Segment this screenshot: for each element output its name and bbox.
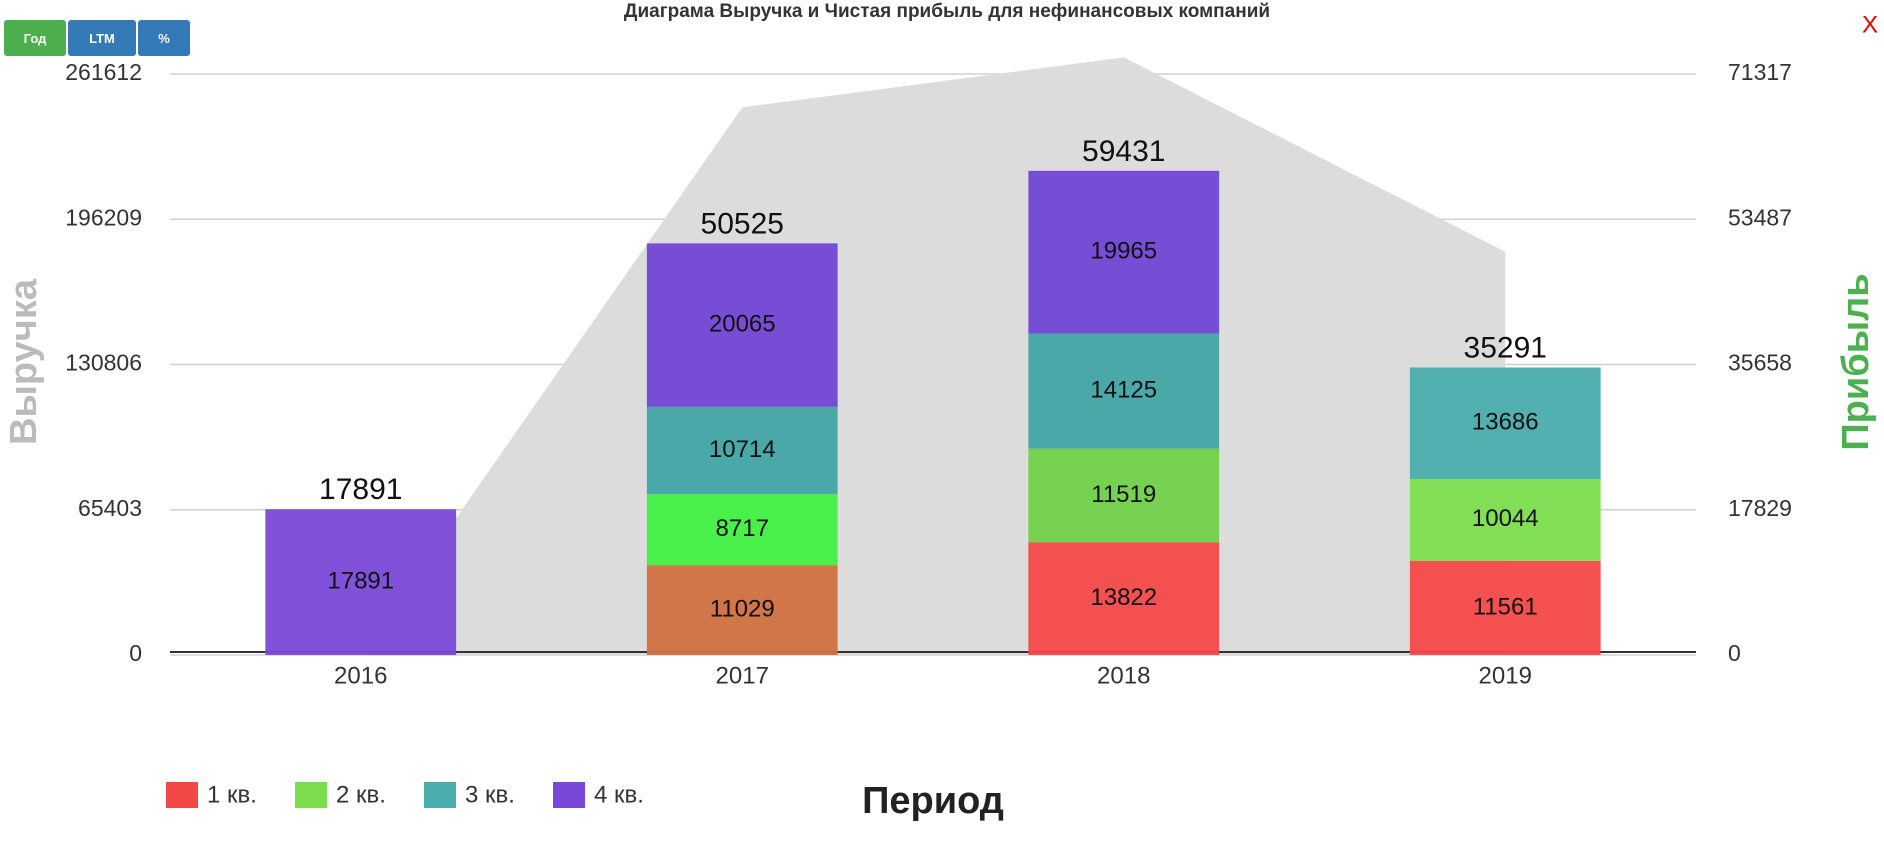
legend-swatch: [424, 782, 456, 808]
total-label: 17891: [319, 473, 402, 506]
segment-label: 17891: [327, 567, 394, 594]
segment-label: 14125: [1090, 376, 1157, 403]
segment-label: 19965: [1090, 238, 1157, 265]
bar-segment: [646, 243, 838, 407]
segment-label: 10044: [1472, 505, 1539, 532]
legend-label: 3 кв.: [465, 781, 515, 808]
bar-segment: [1028, 170, 1220, 334]
x-tick-label: 2018: [1097, 662, 1150, 689]
ltm-button[interactable]: LTM: [68, 20, 136, 56]
y2-axis-label: Прибыль: [1835, 273, 1877, 450]
close-button[interactable]: X: [1862, 11, 1878, 38]
bar-segment: [265, 509, 457, 655]
bar-segment: [1028, 333, 1220, 449]
y-tick-label: 0: [129, 640, 142, 666]
bar-segment: [1409, 478, 1601, 561]
segment-label: 8717: [716, 515, 769, 542]
bar-segment: [1028, 448, 1220, 543]
y2-tick-label: 71317: [1728, 59, 1792, 85]
legend-swatch: [295, 782, 327, 808]
y-tick-label: 196209: [65, 204, 142, 230]
legend-swatch: [166, 782, 198, 808]
total-label: 50525: [701, 207, 784, 240]
revenue-area: [360, 57, 1506, 656]
x-tick-label: 2017: [716, 662, 769, 689]
bar-segment: [646, 565, 838, 655]
bar-segment: [1409, 560, 1601, 655]
bar-segment: [646, 406, 838, 495]
y2-tick-label: 53487: [1728, 204, 1792, 230]
y2-tick-label: 17829: [1728, 495, 1792, 521]
segment-label: 11029: [710, 595, 775, 622]
y-tick-label: 261612: [65, 59, 142, 85]
y-tick-label: 65403: [78, 495, 142, 521]
percent-button[interactable]: %: [138, 20, 190, 56]
y-axis-label: Выручка: [3, 278, 45, 445]
legend-label: 1 кв.: [207, 781, 257, 808]
y2-tick-label: 0: [1728, 640, 1741, 666]
bar-segment: [1409, 367, 1601, 479]
segment-label: 11519: [1091, 481, 1156, 508]
segment-label: 13686: [1472, 409, 1539, 436]
total-label: 59431: [1082, 135, 1165, 168]
y-tick-label: 130806: [65, 350, 142, 376]
year-button[interactable]: Год: [4, 20, 66, 56]
y2-tick-label: 35658: [1728, 350, 1792, 376]
x-tick-label: 2019: [1479, 662, 1532, 689]
x-tick-label: 2016: [334, 662, 387, 689]
legend-swatch: [553, 782, 585, 808]
legend-label: 2 кв.: [336, 781, 386, 808]
segment-label: 13822: [1090, 584, 1157, 611]
segment-label: 11561: [1473, 593, 1538, 620]
x-axis-label: Период: [862, 780, 1004, 822]
segment-label: 20065: [709, 310, 776, 337]
segment-label: 10714: [709, 436, 776, 463]
bar-segment: [646, 494, 838, 566]
total-label: 35291: [1464, 331, 1547, 364]
chart-title: Диаграма Выручка и Чистая прибыль для не…: [624, 1, 1270, 22]
bar-segment: [1028, 542, 1220, 655]
legend-label: 4 кв.: [594, 781, 644, 808]
